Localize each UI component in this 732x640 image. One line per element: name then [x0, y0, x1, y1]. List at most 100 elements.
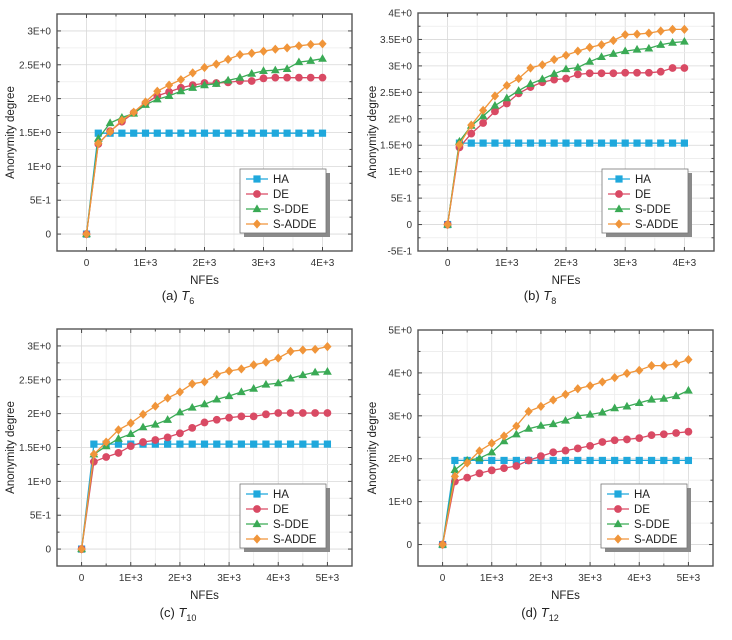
- legend-label: HA: [273, 174, 289, 186]
- data-point: [323, 409, 332, 417]
- legend-item-s-adde: S-ADDE: [246, 219, 317, 231]
- data-point: [152, 94, 162, 103]
- data-point: [323, 342, 332, 352]
- data-point: [668, 38, 677, 46]
- data-point: [562, 74, 570, 83]
- legend-label: S-DDE: [273, 519, 309, 531]
- data-point: [585, 381, 595, 391]
- panel-caption: (c) T10: [160, 605, 197, 623]
- data-point: [118, 129, 126, 137]
- data-point: [500, 464, 508, 473]
- legend-item-ha: HA: [608, 174, 651, 186]
- data-point: [249, 412, 258, 421]
- data-point: [512, 421, 521, 431]
- data-point: [672, 429, 681, 437]
- legend-label: DE: [634, 504, 650, 516]
- data-point: [672, 456, 680, 465]
- x-tick-label: 0: [79, 573, 85, 584]
- data-point: [502, 99, 511, 108]
- y-tick-label: 1E+0: [27, 162, 51, 173]
- data-point: [237, 440, 245, 448]
- legend-marker: [253, 505, 261, 513]
- data-point: [644, 43, 654, 52]
- x-axis-title: NFEs: [190, 590, 219, 602]
- data-point: [479, 139, 487, 147]
- data-point: [271, 73, 280, 82]
- data-point: [548, 419, 558, 428]
- data-point: [672, 359, 681, 369]
- data-point: [126, 429, 136, 438]
- data-point: [223, 75, 233, 84]
- data-point: [306, 39, 315, 50]
- data-point: [487, 447, 497, 456]
- y-tick-label: 1.5E+0: [19, 128, 51, 139]
- data-point: [574, 456, 582, 465]
- data-point: [573, 411, 583, 419]
- data-point: [176, 429, 184, 438]
- data-point: [526, 79, 535, 87]
- legend-item-s-adde: S-ADDE: [608, 219, 679, 231]
- data-point: [490, 100, 500, 109]
- data-point: [656, 67, 665, 76]
- x-tick-label: 0: [445, 258, 451, 269]
- data-point: [94, 138, 103, 148]
- legend-label: HA: [273, 489, 289, 501]
- y-tick-label: 4E+0: [388, 368, 412, 379]
- legend-item-de: DE: [607, 504, 650, 516]
- data-point: [175, 387, 185, 397]
- chart-panel-3: 0 1E+3 2E+3 3E+3 4E+3 5E+3 0 5E-1 1E+0 1.5E+0 2E+0…: [5, 328, 353, 623]
- chart-panel-4: 0 1E+3 2E+3 3E+3 4E+3 5E+3 0 1E+0 2E+0 3E+0 4E+0 5E…: [367, 326, 714, 623]
- y-tick-label: 2E+0: [27, 409, 51, 420]
- data-point: [151, 436, 160, 444]
- legend-marker: [615, 175, 623, 183]
- data-point: [311, 409, 320, 417]
- data-point: [621, 68, 630, 77]
- x-tick-label: 4E+3: [311, 258, 335, 269]
- series-s-adde: [77, 342, 332, 554]
- x-tick-label: 1E+3: [134, 258, 158, 269]
- data-point: [487, 438, 496, 448]
- data-point: [298, 409, 307, 417]
- data-point: [644, 28, 653, 38]
- data-point: [634, 398, 644, 407]
- data-point: [200, 62, 209, 73]
- data-point: [608, 49, 618, 57]
- data-point: [585, 69, 594, 78]
- data-point: [200, 399, 209, 408]
- data-point: [188, 379, 197, 389]
- legend-item-s-adde: S-ADDE: [246, 534, 317, 546]
- data-point: [536, 421, 546, 429]
- data-point: [165, 80, 174, 90]
- data-point: [659, 361, 668, 371]
- data-point: [77, 544, 86, 554]
- data-point: [283, 43, 292, 53]
- data-point: [537, 452, 545, 461]
- data-point: [538, 60, 547, 70]
- data-point: [502, 93, 512, 102]
- data-point: [597, 52, 606, 60]
- data-point: [610, 436, 619, 445]
- data-point: [295, 129, 303, 137]
- data-point: [286, 409, 295, 417]
- data-point: [163, 393, 172, 403]
- data-point: [153, 129, 161, 137]
- panel-caption: (b) T8: [524, 288, 556, 306]
- y-tick-label: 2E+0: [388, 454, 412, 465]
- data-point: [647, 361, 656, 371]
- data-point: [138, 409, 148, 419]
- data-point: [188, 423, 197, 432]
- data-point: [164, 91, 174, 100]
- data-point: [283, 73, 291, 82]
- data-point: [224, 366, 234, 376]
- data-point: [212, 369, 221, 379]
- data-point: [247, 48, 256, 58]
- y-tick-label: 3E+0: [388, 411, 412, 422]
- data-point: [82, 229, 91, 239]
- data-point: [549, 69, 559, 77]
- legend-label: S-DDE: [273, 204, 309, 216]
- data-point: [151, 401, 160, 411]
- legend-item-de: DE: [246, 504, 289, 516]
- data-point: [656, 26, 665, 36]
- data-point: [318, 129, 327, 137]
